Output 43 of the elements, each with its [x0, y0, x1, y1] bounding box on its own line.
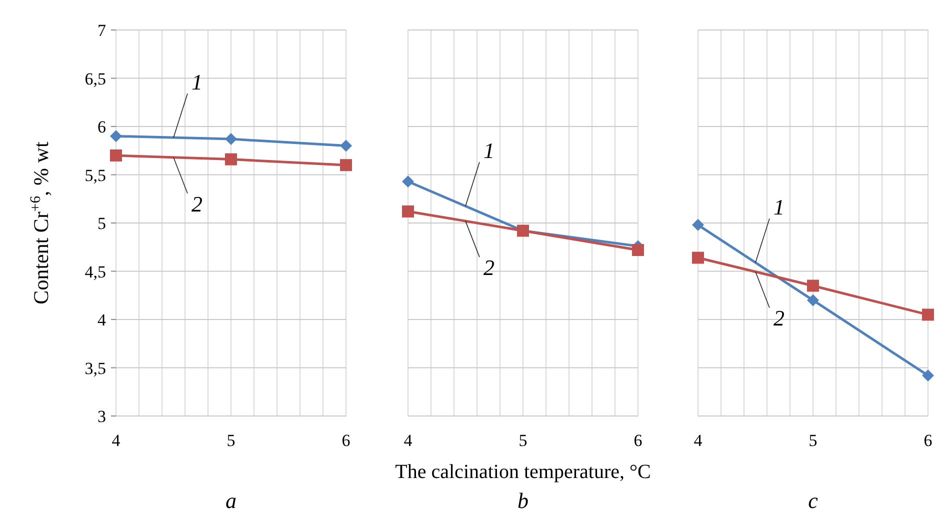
point: [110, 130, 122, 142]
series-label: 2: [484, 255, 494, 280]
point: [692, 218, 704, 231]
x-tick-label: 5: [808, 431, 818, 450]
y-tick-label: 3,5: [84, 358, 106, 378]
point: [225, 153, 237, 166]
point: [692, 252, 704, 264]
x-tick-label: 6: [634, 431, 642, 450]
y-tick-label: 3: [98, 407, 106, 426]
x-tick-label: 4: [694, 431, 703, 450]
x-tick-label: 6: [924, 431, 932, 450]
y-tick-label: 6,5: [84, 69, 106, 88]
y-tick-label: 4: [98, 310, 106, 330]
y-tick-label: 4,5: [84, 262, 106, 282]
point: [922, 369, 934, 382]
text: 1: [484, 138, 494, 164]
text: a: [226, 488, 236, 513]
x-tick-label: 5: [226, 431, 236, 450]
series-label: 2: [192, 191, 202, 216]
y-tick-label: 6: [98, 118, 106, 136]
x-tick-label: 4: [404, 431, 413, 450]
text: c: [808, 488, 818, 513]
point: [807, 294, 819, 306]
point: [110, 149, 122, 162]
series-label: 1: [192, 70, 202, 95]
point: [402, 205, 414, 218]
point: [225, 133, 237, 146]
x-axis-title: The calcination temperature, °C: [395, 461, 651, 483]
point: [402, 176, 414, 188]
point: [922, 308, 934, 321]
x-tick-label: 6: [342, 431, 350, 450]
x-tick-label: 4: [112, 431, 121, 450]
y-tick-label: 5,5: [84, 166, 106, 185]
point: [807, 280, 819, 292]
text: b: [518, 488, 528, 513]
x-tick-label: 5: [518, 431, 528, 450]
point: [340, 159, 352, 172]
point: [632, 244, 644, 256]
series-label: 2: [774, 306, 784, 331]
text: 1: [774, 194, 784, 220]
point: [340, 140, 352, 152]
y-tick-label: 5: [98, 214, 106, 233]
y-tick-label: 7: [98, 21, 106, 40]
